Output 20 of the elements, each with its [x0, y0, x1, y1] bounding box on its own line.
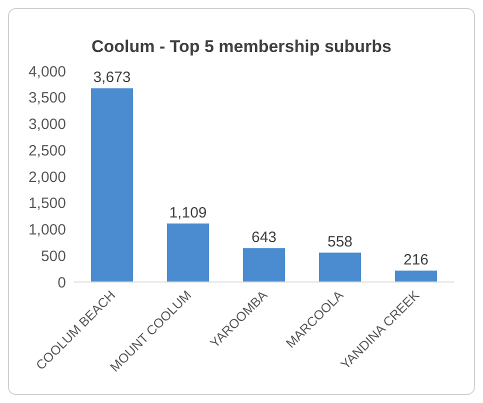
bar: [395, 270, 437, 282]
y-tick-label: 500: [40, 248, 66, 265]
data-label: 558: [327, 234, 353, 251]
y-tick-label: 3,000: [28, 116, 66, 134]
data-label: 216: [403, 252, 429, 269]
bar: [319, 252, 361, 282]
y-tick-label: 4,000: [28, 63, 66, 80]
chart-title: Coolum - Top 5 membership suburbs: [90, 36, 393, 57]
bar: [91, 88, 133, 282]
y-tick-label: 3,500: [28, 90, 66, 107]
data-label: 643: [251, 229, 277, 246]
y-tick-label: 1,500: [28, 195, 66, 212]
y-tick-label: 2,000: [28, 168, 66, 186]
bar: [243, 248, 285, 282]
data-label: 3,673: [93, 69, 131, 86]
y-tick-label: 2,500: [28, 142, 66, 160]
y-tick-label: 0: [58, 274, 66, 292]
data-label: 1,109: [169, 204, 207, 222]
bar: [167, 224, 209, 282]
y-tick-label: 1,000: [28, 222, 66, 239]
